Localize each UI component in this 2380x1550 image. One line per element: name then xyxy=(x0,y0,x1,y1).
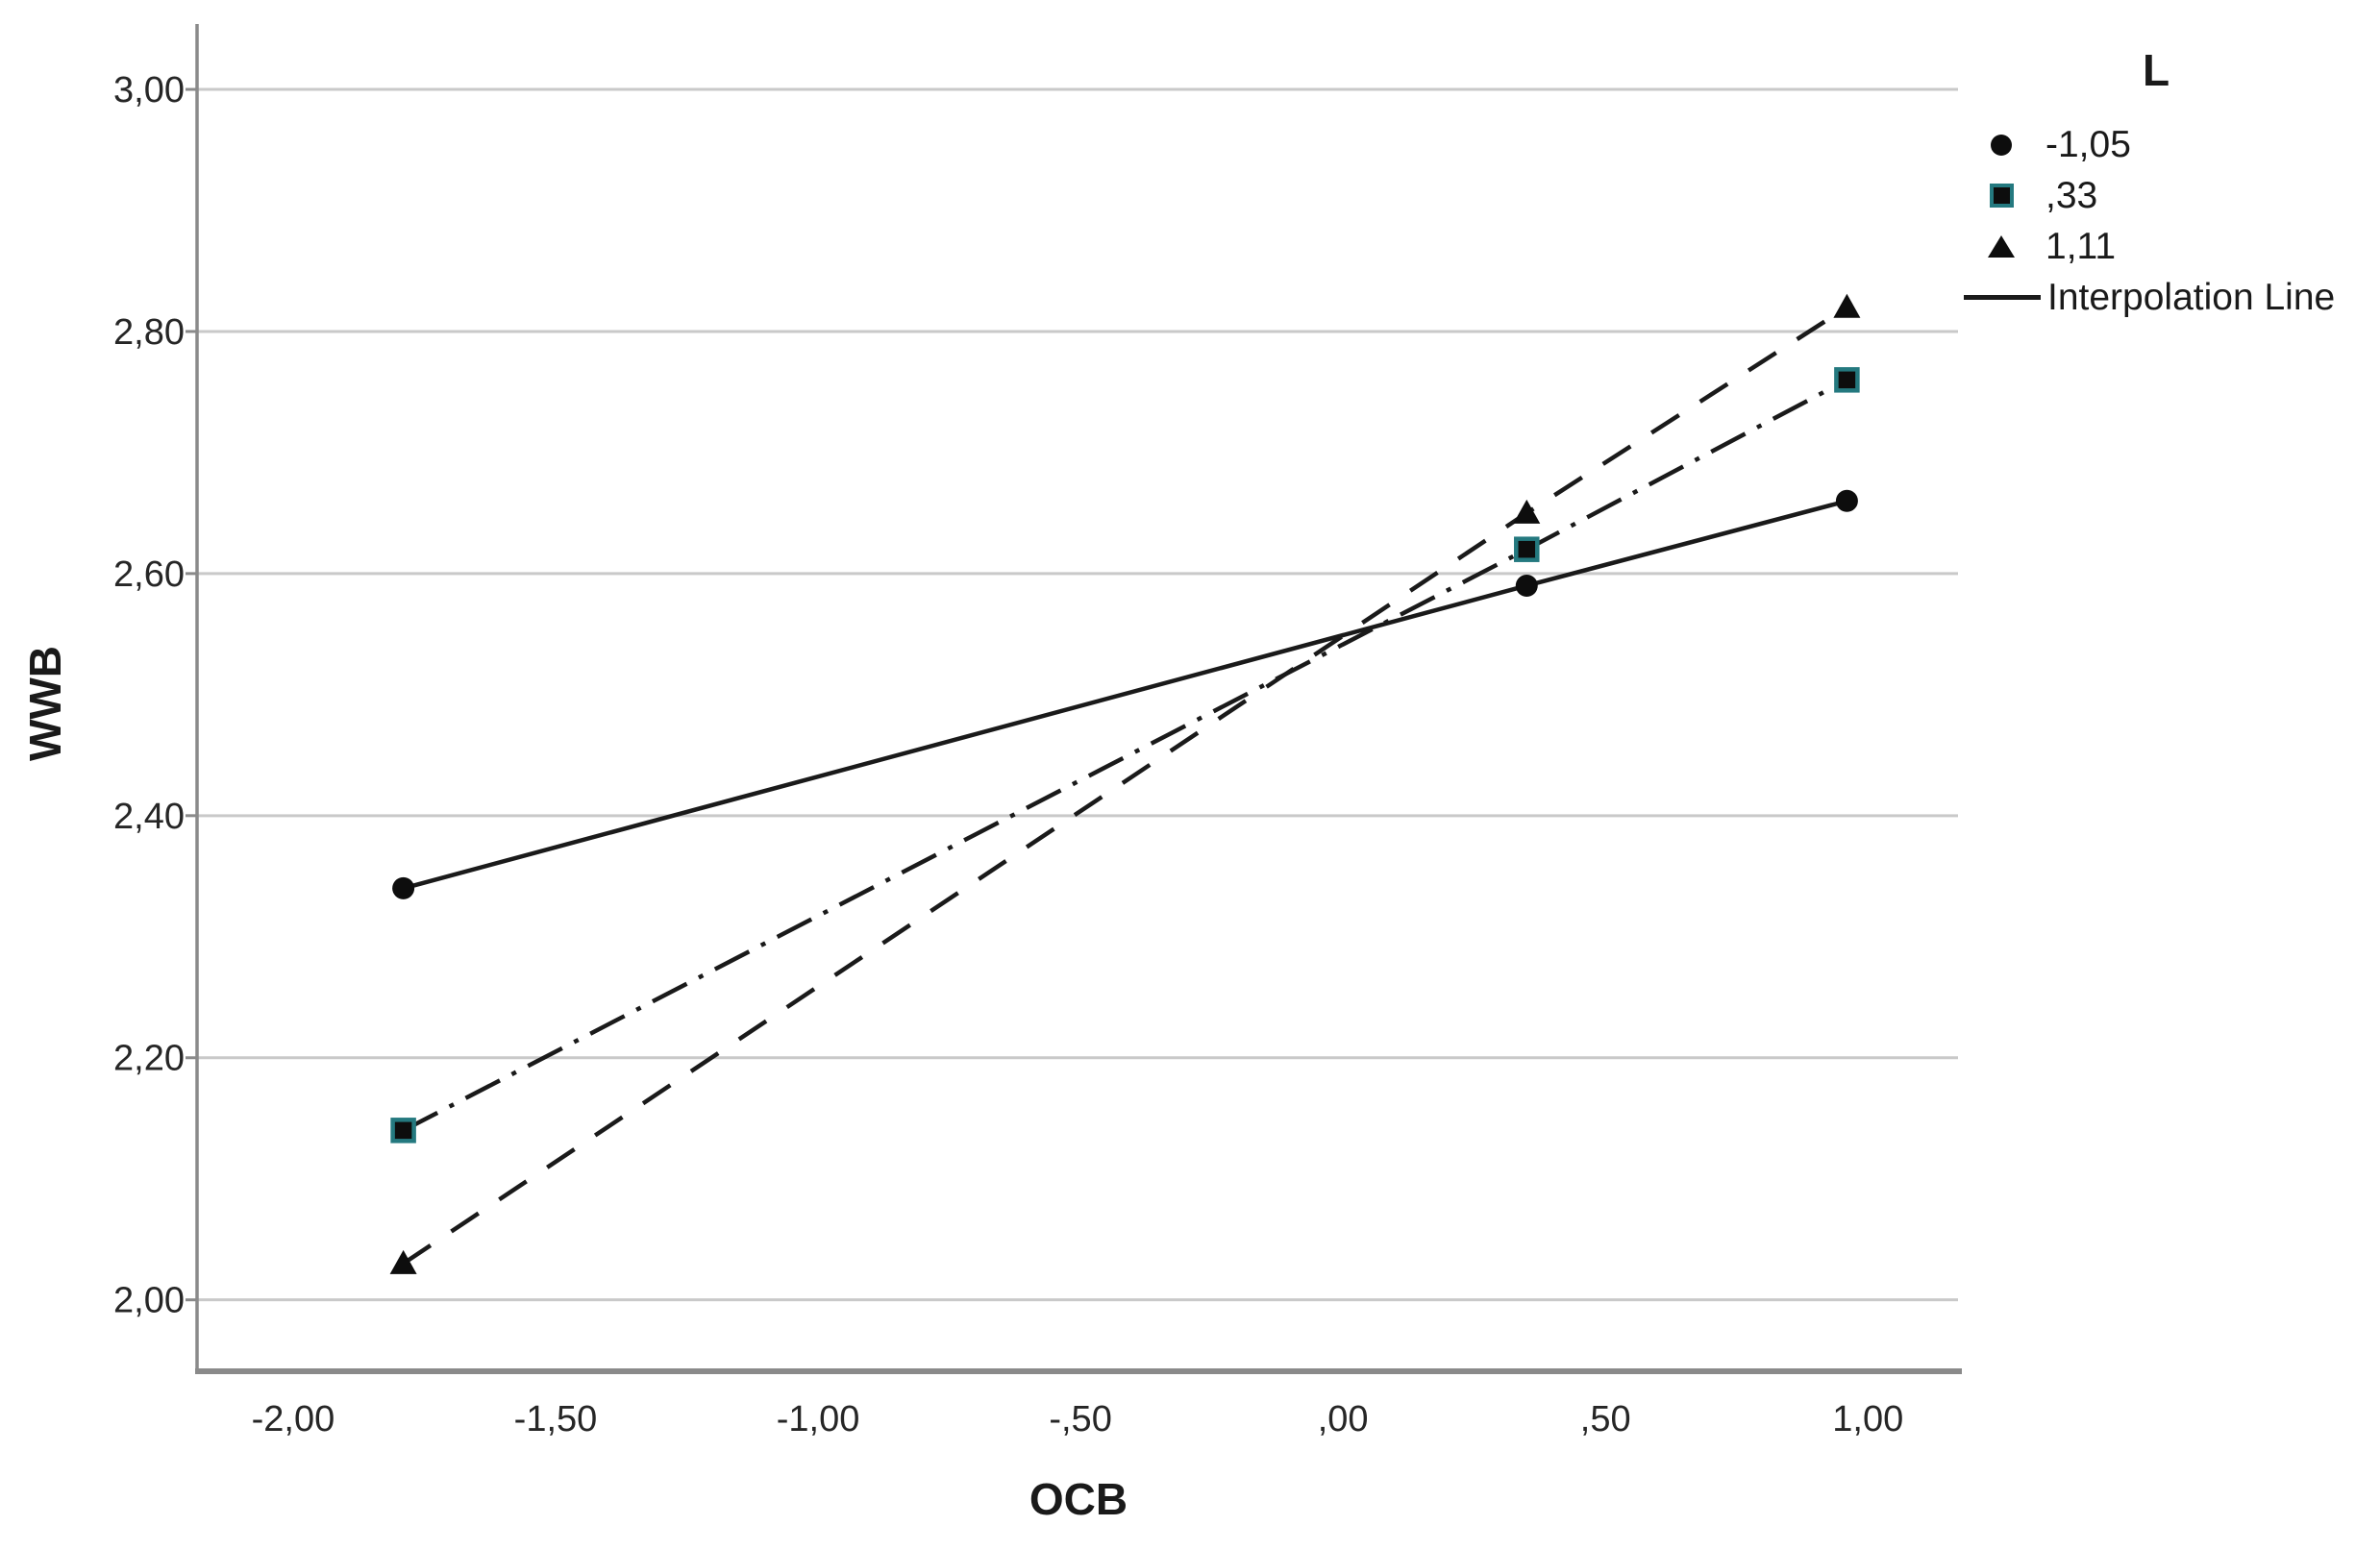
x-tick-label: -2,00 xyxy=(252,1399,335,1439)
data-point-triangle xyxy=(1513,499,1541,524)
legend-item-label: 1,11 xyxy=(2045,225,2117,267)
series-line-circle xyxy=(403,499,1847,891)
y-tick-label: 2,20 xyxy=(113,1039,185,1079)
square-marker-icon xyxy=(1989,184,2014,208)
x-tick-label: -1,00 xyxy=(777,1399,860,1439)
x-tick-label: -,50 xyxy=(1049,1399,1111,1439)
series-line-square xyxy=(402,378,1848,1133)
legend-item-interpolation-line: Interpolation Line xyxy=(1951,272,2380,323)
line-sample-icon xyxy=(1964,295,2041,300)
x-axis-title: OCB xyxy=(1029,1474,1128,1524)
axis-layer xyxy=(186,24,1962,1374)
legend-item-label: Interpolation Line xyxy=(2047,276,2336,318)
legend-items: -1,05 ,33 1,11 Interpolation Line xyxy=(1951,119,2380,323)
legend-item-label: -1,05 xyxy=(2045,123,2131,165)
y-tick-label: 2,60 xyxy=(113,554,185,595)
legend-item-triangle: 1,11 xyxy=(1951,221,2380,272)
grid-layer xyxy=(197,87,1958,1302)
legend-title: L xyxy=(2142,45,2170,95)
data-point-square xyxy=(1834,367,1860,393)
legend: L -1,05 ,33 1,11 xyxy=(1951,38,2380,323)
data-marker-layer xyxy=(389,293,1861,1274)
series-line-layer xyxy=(402,305,1848,1266)
circle-marker-icon xyxy=(1991,134,2012,156)
data-point-circle xyxy=(1835,489,1858,512)
data-point-triangle xyxy=(1833,293,1861,318)
legend-item-circle: -1,05 xyxy=(1951,119,2380,170)
data-point-square xyxy=(1514,536,1540,562)
legend-item-square: ,33 xyxy=(1951,170,2380,221)
x-tick-label: 1,00 xyxy=(1832,1399,1903,1439)
data-point-circle xyxy=(1515,574,1538,597)
y-tick-label: 2,80 xyxy=(113,312,185,353)
data-point-triangle xyxy=(389,1249,417,1274)
triangle-marker-icon xyxy=(1988,235,2015,258)
x-tick-label: ,00 xyxy=(1318,1399,1369,1439)
y-tick-label: 2,40 xyxy=(113,797,185,837)
y-tick-label: 3,00 xyxy=(113,70,185,111)
y-axis-title: WWB xyxy=(20,645,70,762)
data-point-circle xyxy=(392,876,415,899)
series-line-triangle xyxy=(402,305,1848,1266)
x-tick-label: ,50 xyxy=(1580,1399,1631,1439)
data-point-square xyxy=(390,1118,416,1144)
legend-item-label: ,33 xyxy=(2045,174,2098,216)
tick-label-layer: 3,00 2,80 2,60 2,40 2,20 2,00 -2,00 -1,50 -1,00 -… xyxy=(113,70,1903,1439)
x-tick-label: -1,50 xyxy=(514,1399,598,1439)
y-tick-label: 2,00 xyxy=(113,1281,185,1321)
